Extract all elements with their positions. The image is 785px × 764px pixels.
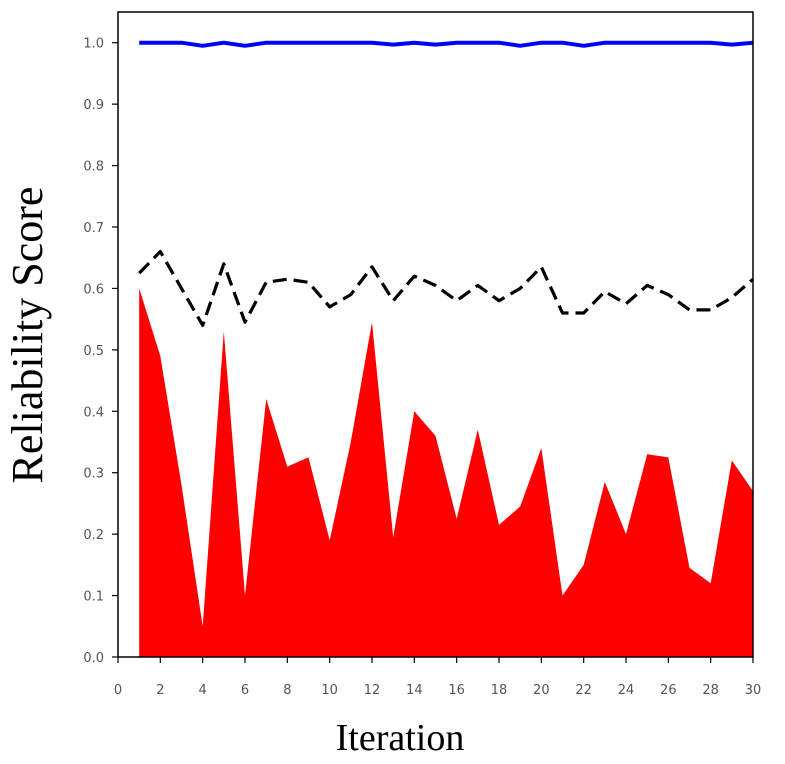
x-tick-label: 18 [491, 683, 508, 698]
x-tick-label: 24 [618, 683, 635, 698]
y-tick-label: 0.1 [83, 590, 104, 605]
y-tick-label: 1.0 [83, 37, 104, 52]
y-tick-label: 0.3 [83, 467, 104, 482]
chart-marks [138, 40, 755, 657]
x-tick-label: 14 [406, 683, 423, 698]
axes: 0.00.10.20.30.40.50.60.70.80.91.00 2 4 6 8 10… [83, 37, 761, 698]
y-tick-label: 0.2 [83, 528, 104, 543]
x-tick-label: 12 [364, 683, 381, 698]
series-1-line [138, 250, 755, 327]
y-axis-title: Reliability Score [3, 187, 52, 484]
y-tick-label: 0.4 [83, 405, 104, 420]
series-2-area [139, 288, 753, 657]
x-tick-label: 22 [575, 683, 592, 698]
y-tick-label: 0.8 [83, 160, 104, 175]
x-tick-label: 8 [283, 683, 291, 698]
y-tick-label: 0.0 [83, 651, 104, 666]
x-tick-label: 10 [321, 683, 338, 698]
x-tick-label: 2 [156, 683, 164, 698]
y-tick-label: 0.6 [83, 282, 104, 297]
x-tick-label: 28 [702, 683, 719, 698]
plot-frame [117, 11, 754, 658]
y-tick-label: 0.7 [83, 221, 104, 236]
x-tick-label: 6 [241, 683, 249, 698]
x-tick-label: 16 [448, 683, 465, 698]
x-tick-label: 0 [114, 683, 122, 698]
x-tick-label: 26 [660, 683, 677, 698]
x-tick-label: 30 [745, 683, 762, 698]
y-tick-label: 0.5 [83, 344, 104, 359]
x-axis-title: Iteration [336, 717, 465, 759]
series-0-line [139, 40, 754, 48]
x-tick-label: 4 [199, 683, 207, 698]
y-tick-label: 0.9 [83, 98, 104, 113]
x-tick-label: 20 [533, 683, 550, 698]
